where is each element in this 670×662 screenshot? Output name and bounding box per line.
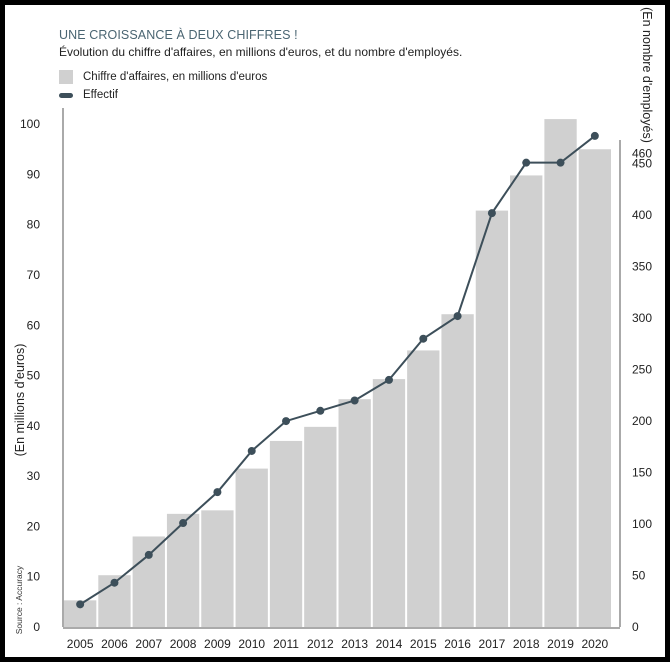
x-tick-label: 2008: [170, 637, 197, 651]
y-tick-label: 60: [27, 318, 41, 332]
headcount-point-2017: [487, 209, 496, 218]
y-tick-label: 70: [27, 268, 41, 282]
bar-2007: [132, 536, 165, 627]
x-tick-label: 2009: [204, 637, 231, 651]
x-tick-label: 2016: [444, 637, 471, 651]
bar-group: [64, 119, 611, 628]
legend-label-headcount: Effectif: [83, 89, 118, 101]
bar-2019: [544, 119, 577, 627]
headcount-point-2005: [76, 600, 85, 609]
y-tick-label: 90: [27, 167, 41, 181]
bar-2015: [407, 350, 440, 627]
bar-2011: [269, 440, 303, 627]
bar-2013: [338, 399, 371, 627]
x-tick-label: 2019: [547, 637, 574, 651]
y-tick-label: 100: [20, 117, 40, 131]
y-tick-label: 50: [27, 369, 41, 383]
line-group: [76, 131, 599, 609]
bar-2009: [201, 510, 234, 627]
headcount-point-2010: [247, 446, 256, 455]
legend-item-headcount: Effectif: [59, 89, 118, 101]
x-tick-label: 2015: [410, 637, 437, 651]
headcount-point-2018: [522, 158, 531, 167]
x-tick-label: 2012: [307, 637, 334, 651]
headcount-point-2015: [419, 334, 428, 343]
x-tick-label: 2010: [238, 637, 265, 651]
y2-tick-label: 0: [632, 620, 639, 634]
headcount-point-2012: [316, 406, 325, 415]
axes-group: 0 10 20 30 40 50 60 70 80 90 100 0 50 100 150 200 250 300…: [20, 108, 652, 651]
y2-tick-label: 400: [632, 208, 652, 222]
legend-label-revenue: Chiffre d'affaires, en millions d'euros: [83, 71, 268, 83]
y2-tick-label: 50: [632, 569, 646, 583]
x-tick-label: 2013: [341, 637, 368, 651]
label-group: (En millions d'euros) (En nombre d'employ…: [13, 7, 654, 634]
bar-2018: [510, 175, 543, 628]
headcount-point-2006: [110, 578, 119, 587]
headcount-line: [79, 135, 596, 606]
headcount-point-2014: [384, 375, 393, 384]
y-tick-label: 0: [33, 620, 40, 634]
bar-2017: [475, 210, 509, 627]
y-tick-label: 80: [27, 218, 41, 232]
headcount-point-2016: [453, 312, 462, 321]
legend-item-revenue: Chiffre d'affaires, en millions d'euros: [59, 70, 267, 84]
y-tick-label: 30: [27, 469, 41, 483]
legend-swatch-line: [59, 92, 73, 98]
bar-2010: [235, 468, 268, 627]
x-tick-label: 2005: [67, 637, 94, 651]
y2-tick-label: 450: [632, 157, 652, 171]
x-tick-label: 2018: [513, 637, 540, 651]
x-tick-label: 2006: [101, 637, 128, 651]
headcount-point-2019: [556, 158, 565, 167]
x-tick-label: 2007: [135, 637, 162, 651]
bar-2020: [578, 149, 611, 627]
y2-tick-label: 300: [632, 311, 652, 325]
y2-tick-label: 460: [632, 146, 652, 160]
y-tick-label: 10: [27, 570, 41, 584]
y2-tick-label: 250: [632, 363, 652, 377]
headcount-point-2007: [144, 550, 153, 559]
x-tick-label: 2020: [581, 637, 608, 651]
y2-tick-label: 150: [632, 466, 652, 480]
headcount-point-2020: [590, 131, 599, 140]
bar-2012: [304, 426, 337, 627]
y-tick-label: 40: [27, 419, 41, 433]
headcount-point-2009: [213, 488, 222, 497]
y2-axis-title: (En nombre d'employés): [640, 7, 654, 143]
x-tick-label: 2014: [376, 637, 403, 651]
source-label: Source : Accuracy: [14, 565, 24, 634]
y-axis-title: (En millions d'euros): [13, 344, 27, 457]
chart-subtitle: Évolution du chiffre d'affaires, en mill…: [59, 45, 463, 59]
bar-2014: [372, 379, 406, 627]
y2-tick-label: 100: [632, 517, 652, 531]
y-tick-label: 20: [27, 519, 41, 533]
x-tick-label: 2017: [479, 637, 506, 651]
y2-tick-label: 200: [632, 414, 652, 428]
legend-swatch-bar: [59, 70, 73, 84]
x-tick-label: 2011: [273, 637, 299, 651]
headcount-point-2008: [179, 519, 188, 528]
bar-2008: [166, 513, 200, 627]
headcount-point-2013: [350, 396, 359, 405]
y2-tick-label: 350: [632, 260, 652, 274]
chart-title: UNE CROISSANCE À DEUX CHIFFRES !: [59, 28, 298, 42]
bar-2016: [441, 314, 474, 627]
headcount-point-2011: [282, 417, 291, 426]
